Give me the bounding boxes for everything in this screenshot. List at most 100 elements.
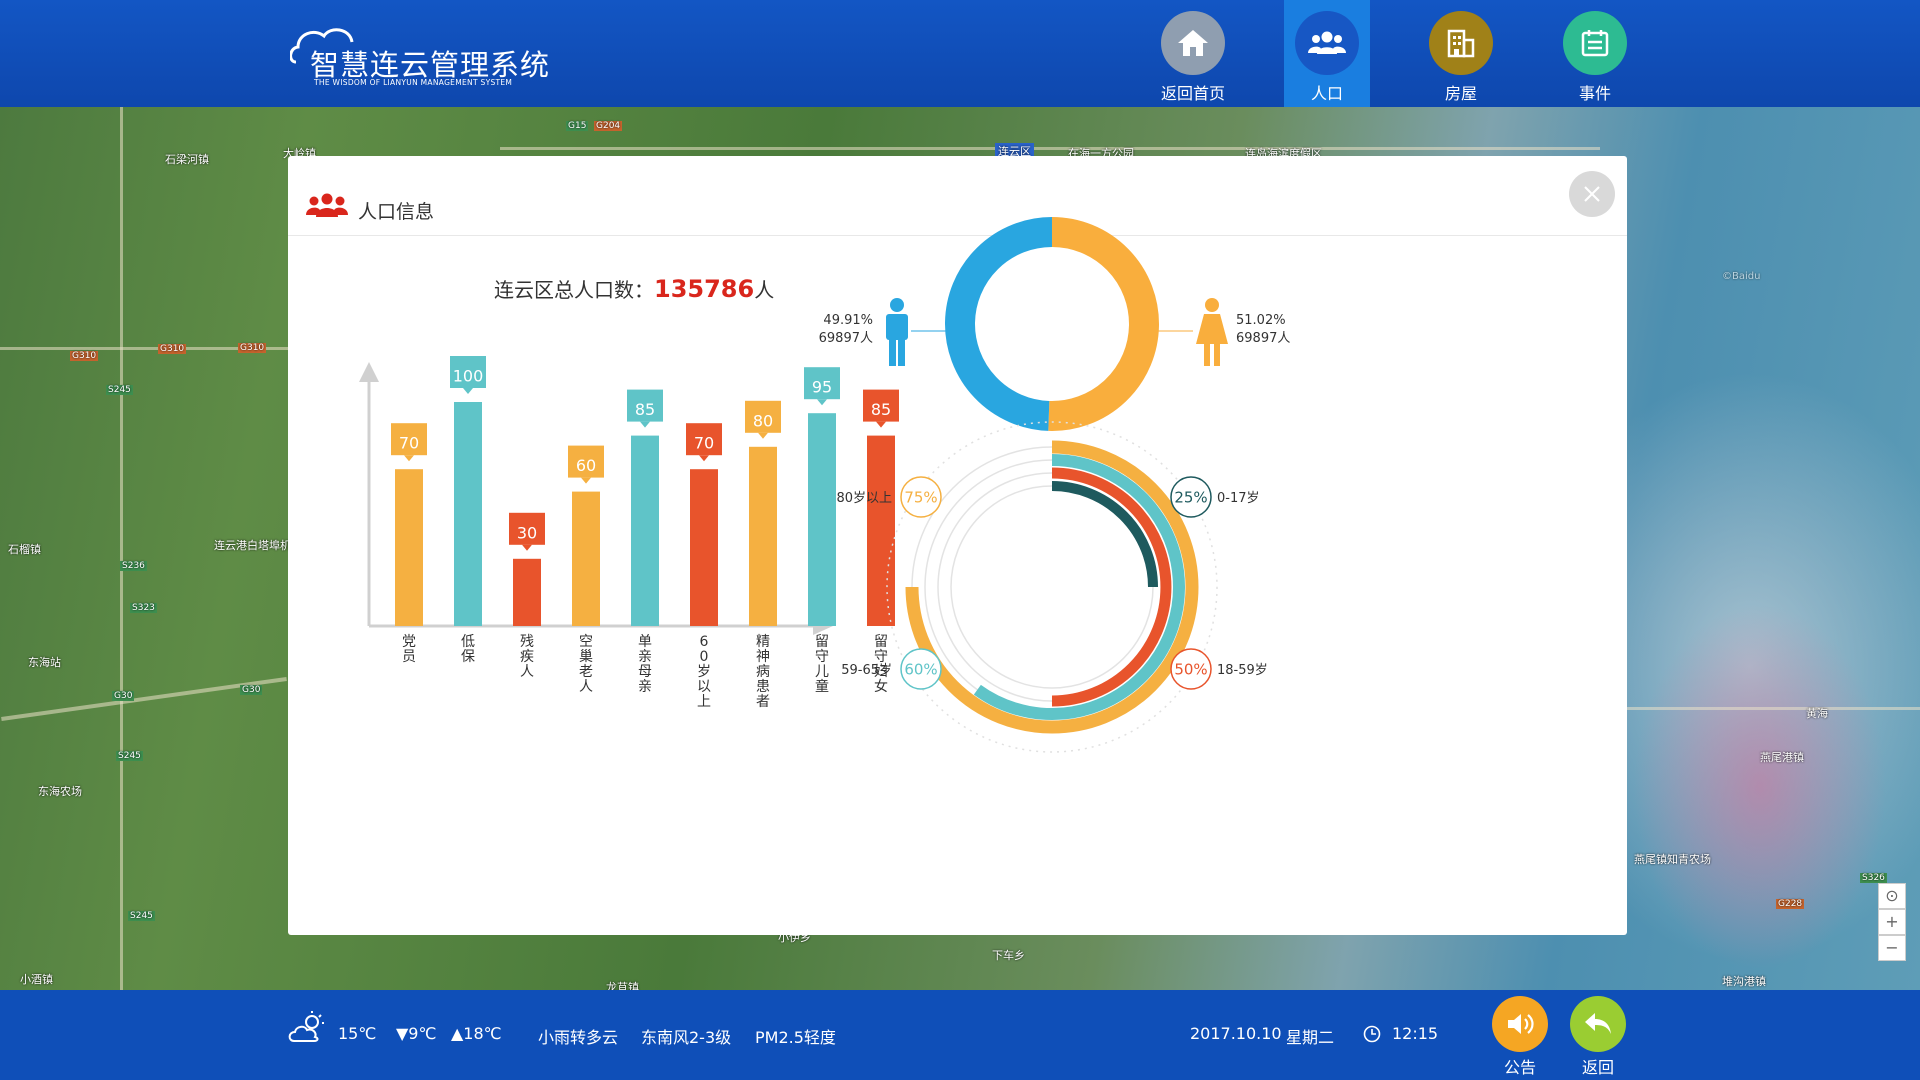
notice-button[interactable] bbox=[1492, 996, 1548, 1052]
data-label: 80 bbox=[745, 400, 781, 439]
nav-population[interactable]: 人口 bbox=[1284, 0, 1370, 107]
map-label: G310 bbox=[70, 351, 99, 361]
map-label: G310 bbox=[238, 343, 267, 353]
data-label-box bbox=[804, 367, 840, 400]
logo-subtitle: THE WISDOM OF LIANYUN MANAGEMENT SYSTEM bbox=[314, 78, 513, 87]
category-label: 员 bbox=[402, 649, 416, 665]
bar bbox=[572, 491, 600, 626]
badge-circle bbox=[900, 476, 942, 518]
map-zoom-out-button[interactable]: − bbox=[1878, 935, 1906, 961]
radial-bar bbox=[1051, 481, 1158, 588]
people-icon bbox=[306, 193, 348, 217]
category-label: 神 bbox=[756, 649, 770, 665]
nav-housing[interactable]: 房屋 bbox=[1418, 0, 1504, 107]
data-label-pointer bbox=[581, 477, 591, 484]
back-label: 返回 bbox=[1581, 1058, 1614, 1077]
category-label: 病 bbox=[756, 664, 770, 680]
data-label-pointer bbox=[817, 399, 827, 406]
data-label-text: 100 bbox=[453, 367, 484, 386]
map-road bbox=[0, 347, 288, 350]
nav-events-label: 事件 bbox=[1578, 84, 1611, 103]
donut-slice-female bbox=[1048, 217, 1159, 431]
category-label: 巢 bbox=[579, 649, 593, 665]
back-button[interactable] bbox=[1570, 996, 1626, 1052]
category-label: 妇 bbox=[874, 663, 888, 680]
category-label: 精 bbox=[756, 634, 770, 650]
data-label-box bbox=[568, 445, 604, 478]
map-label: 东海农场 bbox=[38, 785, 82, 798]
close-icon bbox=[1584, 186, 1600, 202]
outer-guide-ring bbox=[886, 421, 1218, 753]
map-label: G310 bbox=[158, 344, 187, 354]
nav-home[interactable]: 返回首页 bbox=[1150, 0, 1236, 107]
data-label: 70 bbox=[686, 423, 722, 462]
map-label: 石榴镇 bbox=[8, 543, 41, 556]
close-button[interactable] bbox=[1569, 171, 1615, 217]
map-label: G30 bbox=[240, 685, 263, 695]
category-label: 亲 bbox=[638, 649, 652, 665]
male-count: 69897人 bbox=[819, 331, 873, 346]
category-label: 上 bbox=[697, 694, 711, 710]
panel-header: 人口信息 bbox=[288, 156, 1627, 236]
male-icon bbox=[886, 298, 908, 366]
data-label: 100 bbox=[450, 356, 486, 394]
bar bbox=[867, 435, 895, 626]
map-label: 小酒镇 bbox=[20, 973, 53, 986]
radial-bar bbox=[1051, 467, 1172, 707]
map-road bbox=[1, 676, 287, 722]
map-locate-button[interactable]: ⊙ bbox=[1878, 883, 1906, 909]
category-label: 岁 bbox=[697, 664, 711, 680]
data-label-pointer bbox=[522, 544, 532, 551]
category-label: 疾 bbox=[520, 649, 534, 665]
category-label: 老 bbox=[579, 664, 593, 680]
total-value: 135786 bbox=[654, 275, 755, 303]
data-label-pointer bbox=[758, 432, 768, 439]
map-label: 堆沟港镇 bbox=[1722, 975, 1766, 988]
home-icon bbox=[1161, 11, 1225, 75]
age-group-label: 0-17岁 bbox=[1217, 491, 1260, 506]
map-label: 燕尾镇知青农场 bbox=[1634, 853, 1711, 866]
badge-percent: 60% bbox=[904, 661, 937, 679]
badge-percent: 25% bbox=[1174, 489, 1207, 507]
data-label: 70 bbox=[391, 423, 427, 462]
cloud-logo-icon bbox=[290, 28, 354, 64]
age-group-label: 80岁以上 bbox=[836, 491, 892, 506]
category-label: 儿 bbox=[815, 664, 829, 680]
map-label: S245 bbox=[116, 751, 143, 761]
nav-population-label: 人口 bbox=[1310, 84, 1343, 103]
age-badge: 25% bbox=[1170, 476, 1212, 518]
cloud-sun-icon bbox=[288, 1011, 324, 1042]
map-watermark: ©Baidu bbox=[1722, 271, 1761, 282]
category-label: 留 bbox=[874, 634, 888, 650]
data-label-text: 85 bbox=[871, 400, 891, 419]
map-label: 下车乡 bbox=[992, 949, 1025, 962]
age-group-label: 59-65岁 bbox=[841, 663, 892, 678]
map-label: G204 bbox=[594, 121, 623, 131]
category-label: 患 bbox=[756, 679, 770, 695]
data-label-pointer bbox=[640, 421, 650, 428]
notice-label: 公告 bbox=[1503, 1058, 1536, 1077]
bar bbox=[513, 558, 541, 626]
category-label: 0 bbox=[700, 649, 709, 665]
category-label: 低 bbox=[461, 634, 475, 650]
category-label: 保 bbox=[461, 649, 475, 665]
nav-events[interactable]: 事件 bbox=[1552, 0, 1638, 107]
female-count: 69897人 bbox=[1236, 331, 1290, 346]
weather-condition: 小雨转多云 bbox=[538, 1028, 619, 1047]
data-label-box bbox=[450, 356, 486, 388]
bar bbox=[808, 413, 836, 626]
map-zoom-in-button[interactable]: + bbox=[1878, 909, 1906, 935]
data-label: 95 bbox=[804, 367, 840, 406]
logo: 智慧连云管理系统 THE WISDOM OF LIANYUN MANAGEMEN… bbox=[290, 22, 560, 92]
category-label: 以 bbox=[697, 679, 711, 695]
badge-percent: 50% bbox=[1174, 661, 1207, 679]
category-label: 留 bbox=[815, 634, 829, 650]
category-label: 母 bbox=[638, 664, 652, 680]
y-axis-arrow bbox=[359, 362, 379, 382]
nav-home-label: 返回首页 bbox=[1160, 84, 1225, 103]
age-badge: 60% bbox=[900, 648, 942, 690]
data-label-box bbox=[745, 400, 781, 433]
return-arrow-icon bbox=[1585, 1013, 1611, 1034]
total-population: 连云区总人口数：135786人 bbox=[494, 274, 774, 303]
male-percent: 49.91% bbox=[823, 313, 873, 328]
